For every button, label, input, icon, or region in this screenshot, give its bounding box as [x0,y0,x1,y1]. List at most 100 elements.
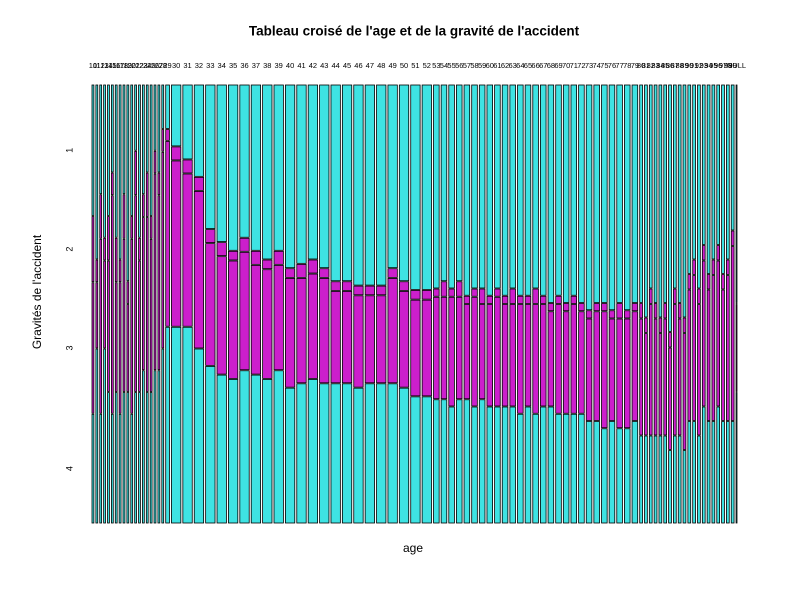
mosaic-cell [494,288,501,297]
x-tick-label: 51 [411,61,419,70]
x-tick-label: 61 [493,61,501,70]
mosaic-cell [153,150,157,174]
mosaic-cell [644,317,648,333]
mosaic-cell [687,274,692,290]
mosaic-cell [631,303,639,312]
mosaic-cell [99,238,103,414]
mosaic-cell [165,140,170,327]
mosaic-cell [239,237,250,252]
mosaic-cell [171,326,182,524]
mosaic-cell [376,285,387,296]
mosaic-cell [182,159,193,174]
mosaic-cell [673,304,677,436]
mosaic-cell [126,304,130,392]
x-tick-label: 22 [135,61,143,70]
mosaic-cell [130,84,134,216]
mosaic-cell [205,84,216,229]
mosaic-cell [677,84,682,303]
mosaic-cell [648,304,653,436]
mosaic-cell [205,229,216,244]
mosaic-cell [486,304,494,407]
mosaic-cell [250,374,262,524]
mosaic-cell [501,406,509,524]
mosaic-cell [114,282,118,392]
mosaic-cell [114,392,118,524]
mosaic-cell [110,413,114,524]
mosaic-cell [687,289,692,421]
mosaic-cell [95,348,99,524]
mosaic-cell [578,303,585,312]
mosaic-cell [524,84,532,296]
x-tick-label: 99 [728,61,736,70]
x-tick-label: 76 [608,61,616,70]
mosaic-cell [721,84,725,274]
mosaic-cell [517,84,524,296]
mosaic-cell [593,84,600,303]
mosaic-cell [562,413,570,524]
x-tick-label: 54 [440,61,448,70]
mosaic-cell [501,304,509,407]
mosaic-cell [341,291,353,384]
mosaic-cell [616,84,623,303]
mosaic-cell [228,250,239,261]
mosaic-cell [653,84,658,303]
mosaic-cell [145,217,149,392]
mosaic-cell [730,84,735,231]
mosaic-cell [601,303,608,312]
x-tick-label: 49 [388,61,396,70]
mosaic-cell [341,281,353,291]
mosaic-cell [706,421,711,524]
mosaic-cell [284,84,296,269]
mosaic-cell [307,84,318,260]
mosaic-cell [153,370,157,524]
mosaic-cell [440,296,448,400]
mosaic-cell [593,311,600,421]
mosaic-cell [616,318,623,429]
mosaic-cell [668,84,672,332]
mosaic-cell [682,450,687,524]
mosaic-cell [668,347,672,450]
x-tick-label: 77 [615,61,623,70]
x-tick-label: 24 [143,61,151,70]
mosaic-cell [95,259,99,283]
mosaic-cell [284,277,296,388]
mosaic-cell [250,250,262,265]
mosaic-cell [648,84,653,289]
mosaic-cell [608,310,616,319]
mosaic-cell [687,421,692,524]
mosaic-cell [273,250,284,265]
mosaic-cell [205,243,216,366]
mosaic-cell [562,84,570,303]
mosaic-cell [118,413,122,524]
x-tick-label: 35 [229,61,237,70]
mosaic-cell [624,310,631,319]
x-tick-label: 87 [671,61,679,70]
x-tick-label: 30 [172,61,180,70]
mosaic-cell [284,387,296,524]
mosaic-cell [677,318,682,436]
mosaic-cell [165,129,170,141]
y-tick-label: 4 [64,466,74,471]
x-tick-label: 14 [104,61,112,70]
mosaic-cell [524,406,532,524]
mosaic-cell [262,259,273,270]
mosaic-cell [463,399,471,524]
mosaic-cell [608,84,616,311]
mosaic-cell [494,406,501,524]
x-tick-label: 72 [577,61,585,70]
mosaic-cell [730,246,735,421]
mosaic-cell [463,295,471,304]
x-tick-label: 42 [309,61,317,70]
x-tick-label: 53 [432,61,440,70]
x-tick-label: 25 [147,61,155,70]
mosaic-cell [687,84,692,274]
mosaic-cell [701,245,706,261]
mosaic-cell [547,84,555,303]
mosaic-cell [330,383,341,524]
x-tick-label: 94 [704,61,712,70]
x-tick-label: 32 [195,61,203,70]
mosaic-cell [456,281,463,297]
x-tick-label: 63 [509,61,517,70]
x-tick-label: 64 [516,61,524,70]
mosaic-cell [570,84,578,296]
